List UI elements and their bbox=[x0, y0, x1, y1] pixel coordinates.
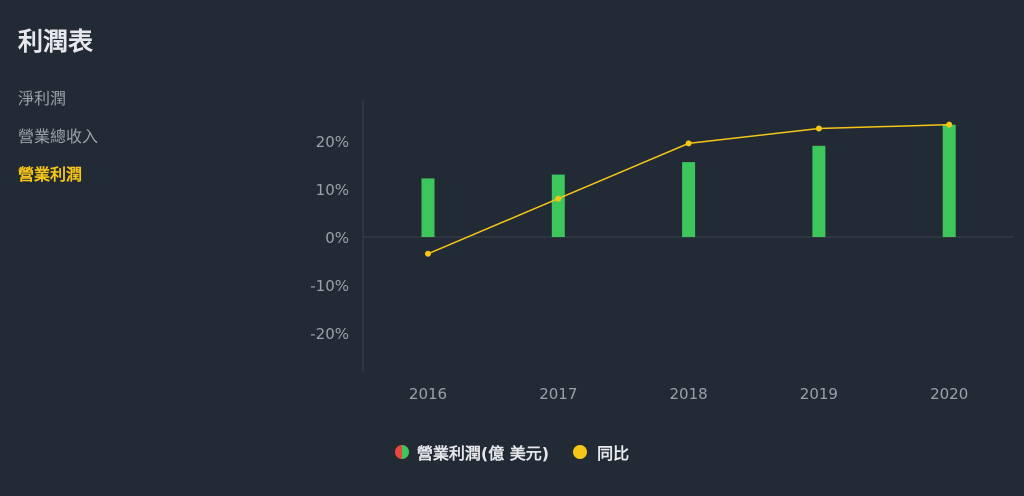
chart-legend: 營業利潤(億 美元) 同比 bbox=[0, 440, 1024, 464]
legend-label-yoy: 同比 bbox=[597, 444, 630, 463]
y-tick-label: 20% bbox=[316, 133, 349, 151]
y-tick-label: -10% bbox=[310, 277, 349, 295]
x-tick-label: 2020 bbox=[930, 385, 968, 403]
legend-item-operating-profit[interactable]: 營業利潤(億 美元) bbox=[394, 440, 550, 464]
x-tick-label: 2016 bbox=[409, 385, 447, 403]
yoy-point[interactable] bbox=[555, 195, 562, 202]
page-title: 利潤表 bbox=[18, 27, 94, 56]
x-tick-label: 2017 bbox=[539, 385, 577, 403]
bar-operating-profit[interactable] bbox=[421, 178, 435, 237]
bar-operating-profit[interactable] bbox=[942, 124, 956, 237]
yoy-point[interactable] bbox=[685, 140, 692, 147]
sidebar: 淨利潤 營業總收入 營業利潤 bbox=[18, 86, 98, 200]
y-tick-label: 0% bbox=[325, 229, 349, 247]
yoy-point[interactable] bbox=[425, 250, 431, 257]
sidebar-item-operating-profit[interactable]: 營業利潤 bbox=[18, 165, 83, 184]
bar-operating-profit[interactable] bbox=[812, 145, 826, 237]
bar-operating-profit[interactable] bbox=[682, 162, 696, 237]
x-tick-label: 2018 bbox=[670, 385, 708, 403]
yoy-point[interactable] bbox=[815, 125, 822, 132]
y-tick-label: 10% bbox=[316, 181, 349, 199]
y-tick-label: -20% bbox=[310, 325, 349, 343]
legend-label-operating-profit: 營業利潤(億 美元) bbox=[416, 444, 550, 463]
legend-bar-swatch-icon bbox=[394, 445, 409, 459]
legend-item-yoy[interactable]: 同比 bbox=[573, 440, 629, 464]
sidebar-item-net-profit[interactable]: 淨利潤 bbox=[18, 89, 67, 108]
x-tick-label: 2019 bbox=[800, 385, 838, 403]
legend-line-swatch-icon bbox=[573, 445, 588, 459]
sidebar-item-total-revenue[interactable]: 營業總收入 bbox=[18, 127, 99, 146]
yoy-point[interactable] bbox=[946, 121, 953, 128]
bar-operating-profit[interactable] bbox=[551, 174, 565, 237]
